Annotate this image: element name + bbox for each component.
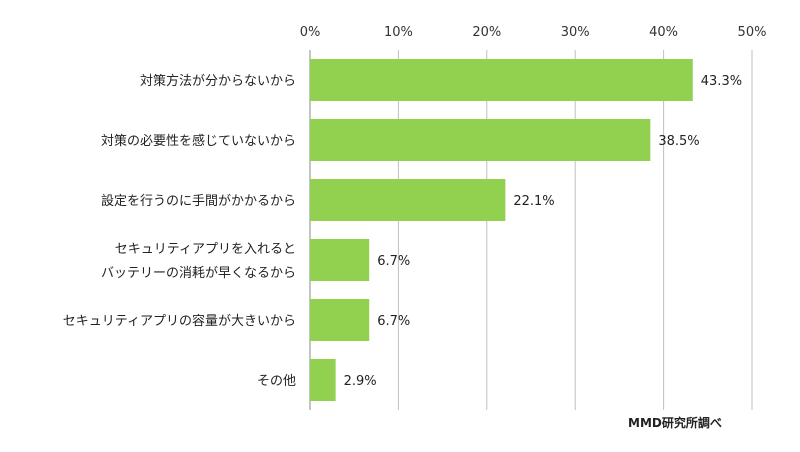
category-label: セキュリティアプリを入れると: [115, 242, 296, 257]
x-tick-label: 30%: [561, 25, 590, 40]
category-label: 設定を行うのに手間がかかるから: [101, 193, 296, 209]
value-label: 6.7%: [377, 314, 410, 329]
x-tick-label: 50%: [738, 25, 767, 40]
value-label: 6.7%: [377, 254, 410, 269]
bar: [310, 359, 336, 401]
value-label: 43.3%: [701, 74, 742, 89]
x-tick-label: 20%: [472, 25, 501, 40]
bars: [310, 59, 693, 401]
bar: [310, 119, 651, 161]
bar: [310, 299, 370, 341]
x-tick-labels: 0% 10% 20% 30% 40% 50%: [300, 25, 767, 40]
bar: [310, 179, 506, 221]
x-tick-label: 0%: [300, 25, 321, 40]
gridlines: [309, 50, 753, 410]
value-labels: 43.3% 38.5% 22.1% 6.7% 6.7% 2.9%: [344, 74, 742, 389]
category-label: バッテリーの消耗が早くなるから: [101, 266, 296, 281]
x-tick-label: 40%: [649, 25, 678, 40]
value-label: 22.1%: [513, 194, 554, 209]
source-note: MMD研究所調べ: [628, 416, 722, 430]
value-label: 2.9%: [344, 374, 377, 389]
category-label: 対策方法が分からないから: [140, 73, 296, 89]
bar: [310, 59, 693, 101]
value-label: 38.5%: [658, 134, 699, 149]
x-tick-label: 10%: [384, 25, 413, 40]
bar: [310, 239, 370, 281]
category-label: セキュリティアプリの容量が大きいから: [63, 313, 296, 329]
category-label: 対策の必要性を感じていないから: [101, 133, 296, 149]
category-label: その他: [257, 374, 296, 389]
category-labels: 対策方法が分からないから対策の必要性を感じていないから設定を行うのに手間がかかる…: [63, 73, 296, 389]
